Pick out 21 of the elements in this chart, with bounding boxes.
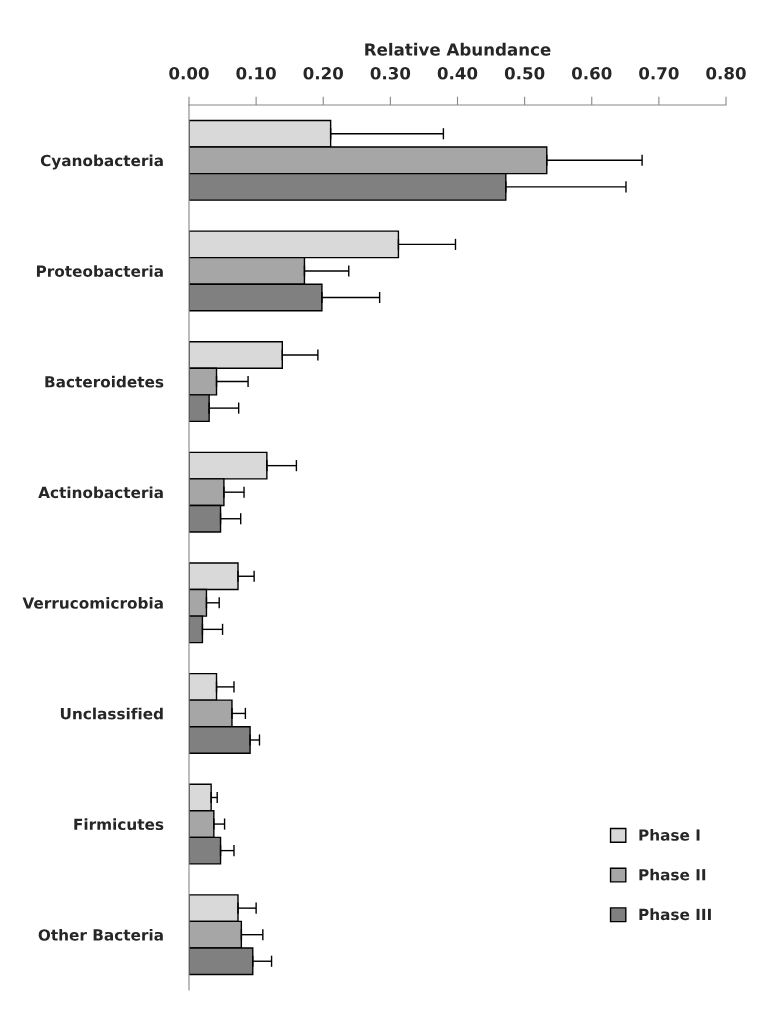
x-tick-label: 0.40 [437, 66, 478, 80]
legend-label: Phase II [639, 868, 706, 881]
x-axis-title: Relative Abundance [365, 42, 551, 56]
y-tick-label: Cyanobacteria [40, 154, 163, 170]
x-tick-label: 0.60 [571, 66, 612, 80]
legend-label: Phase I [639, 828, 700, 841]
legend-label: Phase III [639, 908, 711, 921]
y-tick-label: Unclassified [60, 707, 163, 720]
x-tick-label: 0.80 [706, 66, 746, 80]
x-tick-label: 0.30 [370, 66, 411, 80]
y-tick-label: Proteobacteria [36, 265, 163, 277]
y-tick-label: Firmicutes [74, 818, 164, 831]
y-tick-label: Actinobacteria [38, 486, 163, 499]
x-tick-label: 0.10 [236, 66, 276, 80]
y-tick-label: Other Bacteria [38, 928, 163, 941]
x-tick-label: 0.50 [504, 66, 545, 80]
y-tick-label: Bacteroidetes [45, 375, 164, 388]
y-tick-label: Verrucomicrobia [22, 597, 163, 609]
x-tick-label: 0.70 [639, 66, 679, 80]
x-tick-label: 0.20 [303, 66, 344, 80]
x-tick-label: 0.00 [169, 66, 209, 80]
